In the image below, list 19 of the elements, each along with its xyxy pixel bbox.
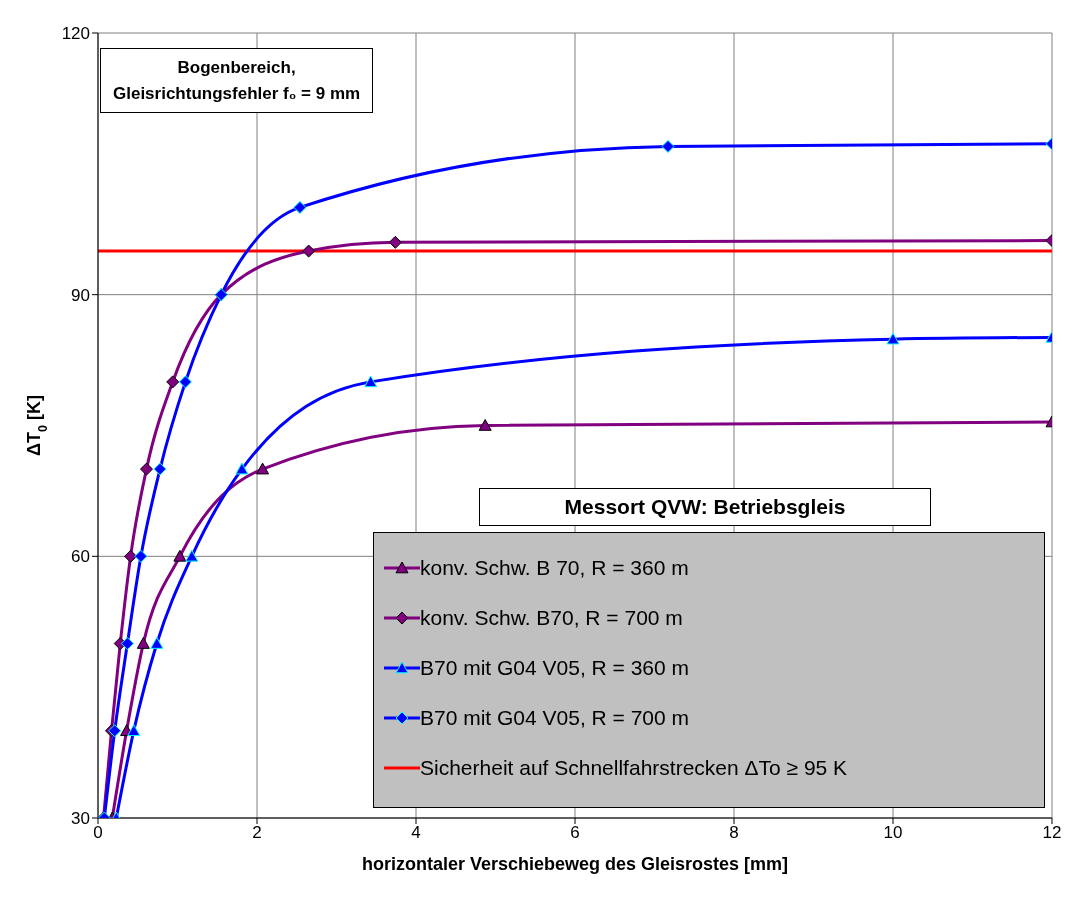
x-tick-label: 12 bbox=[1042, 823, 1062, 843]
legend-label: B70 mit G04 V05, R = 700 m bbox=[420, 706, 690, 730]
y-tick-label: 90 bbox=[71, 285, 90, 305]
y-tick-label: 30 bbox=[71, 809, 90, 829]
x-tick-label: 6 bbox=[570, 823, 580, 843]
x-tick-label: 4 bbox=[411, 823, 421, 843]
x-tick-label: 2 bbox=[252, 823, 262, 843]
annotation: Bogenbereich, Gleisrichtungsfehler f₀ = 9 mm bbox=[100, 48, 374, 113]
x-tick-label: 8 bbox=[729, 823, 739, 843]
y-tick-label: 60 bbox=[71, 547, 90, 567]
x-axis-title: horizontaler Verschiebeweg des Gleisrostes [mm] bbox=[361, 854, 789, 874]
x-tick-label: 0 bbox=[93, 823, 103, 843]
legend-label: konv. Schw. B 70, R = 360 m bbox=[420, 556, 689, 580]
y-tick-label: 120 bbox=[61, 24, 90, 44]
legend-label: konv. Schw. B70, R = 700 m bbox=[420, 606, 683, 630]
legend-label: Sicherheit auf Schnellfahrstrecken ΔTo ≥ 95 K bbox=[420, 756, 848, 780]
legend-label: B70 mit G04 V05, R = 360 m bbox=[420, 656, 690, 680]
x-tick-label: 10 bbox=[883, 823, 903, 843]
legend-title-frame: Messort QVW: Betriebsgleis bbox=[479, 488, 931, 526]
